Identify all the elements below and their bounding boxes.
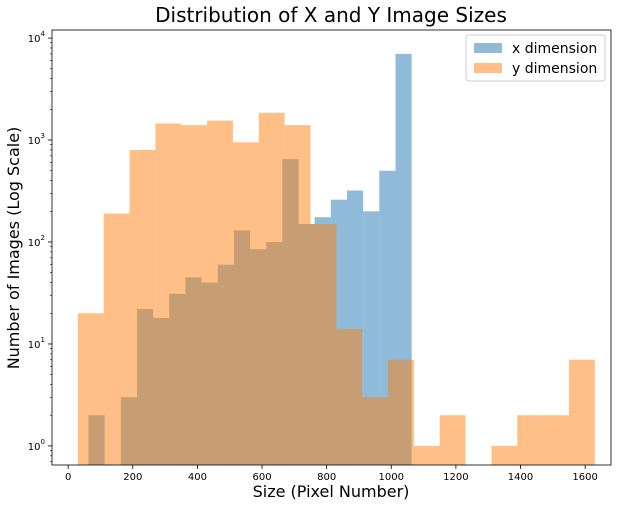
series-1-bars [77, 112, 595, 466]
y-tick-label: 100 [28, 438, 45, 453]
bar-series1-bin9 [310, 224, 337, 465]
x-tick-label: 1200 [443, 472, 468, 483]
x-tick-label: 400 [188, 472, 207, 483]
y-axis: 100 101 102 103 104 [28, 30, 52, 463]
plot-frame [51, 29, 612, 466]
bar-series1-bin6 [232, 142, 259, 465]
bar-series1-bin0 [77, 313, 104, 465]
bar-series1-bin4 [181, 125, 208, 465]
legend: x dimension y dimension [465, 34, 606, 82]
x-tick-label: 1400 [508, 472, 533, 483]
y-tick-label: 104 [28, 30, 46, 45]
legend-label-0: x dimension [512, 41, 597, 57]
bar-series1-bin18 [543, 415, 569, 465]
bar-series1-bin11 [362, 397, 389, 465]
legend-swatch-0 [474, 43, 502, 53]
y-tick-label: 102 [28, 234, 45, 249]
bar-series1-bin7 [258, 112, 285, 465]
x-tick-label: 0 [65, 472, 71, 483]
bar-series1-bin19 [568, 359, 595, 465]
bars-layer [77, 53, 595, 466]
legend-swatch-1 [474, 63, 502, 73]
x-tick-label: 800 [317, 472, 336, 483]
x-tick-label: 600 [252, 472, 271, 483]
bar-series1-bin12 [388, 359, 414, 465]
bar-series1-bin8 [284, 125, 311, 465]
bar-series1-bin14 [439, 415, 466, 465]
bar-series1-bin1 [103, 213, 130, 465]
bar-series1-bin13 [413, 445, 440, 465]
x-axis: 0 200 400 600 800 1000 1200 1400 1600 [65, 465, 598, 483]
y-tick-label: 101 [28, 336, 45, 351]
bar-series1-bin5 [207, 120, 233, 466]
y-tick-label: 103 [28, 132, 45, 147]
x-tick-label: 1600 [572, 472, 597, 483]
chart-title: Distribution of X and Y Image Sizes [155, 3, 507, 27]
legend-label-1: y dimension [512, 61, 597, 77]
bar-series1-bin10 [336, 329, 363, 465]
x-tick-label: 1000 [379, 472, 404, 483]
x-axis-label: Size (Pixel Number) [253, 482, 410, 501]
bar-series1-bin3 [155, 123, 182, 465]
bar-series1-bin17 [517, 415, 544, 465]
bar-series1-bin2 [129, 149, 156, 465]
x-tick-label: 200 [123, 472, 142, 483]
bar-series1-bin16 [491, 445, 518, 465]
y-axis-label: Number of Images (Log Scale) [4, 127, 23, 370]
